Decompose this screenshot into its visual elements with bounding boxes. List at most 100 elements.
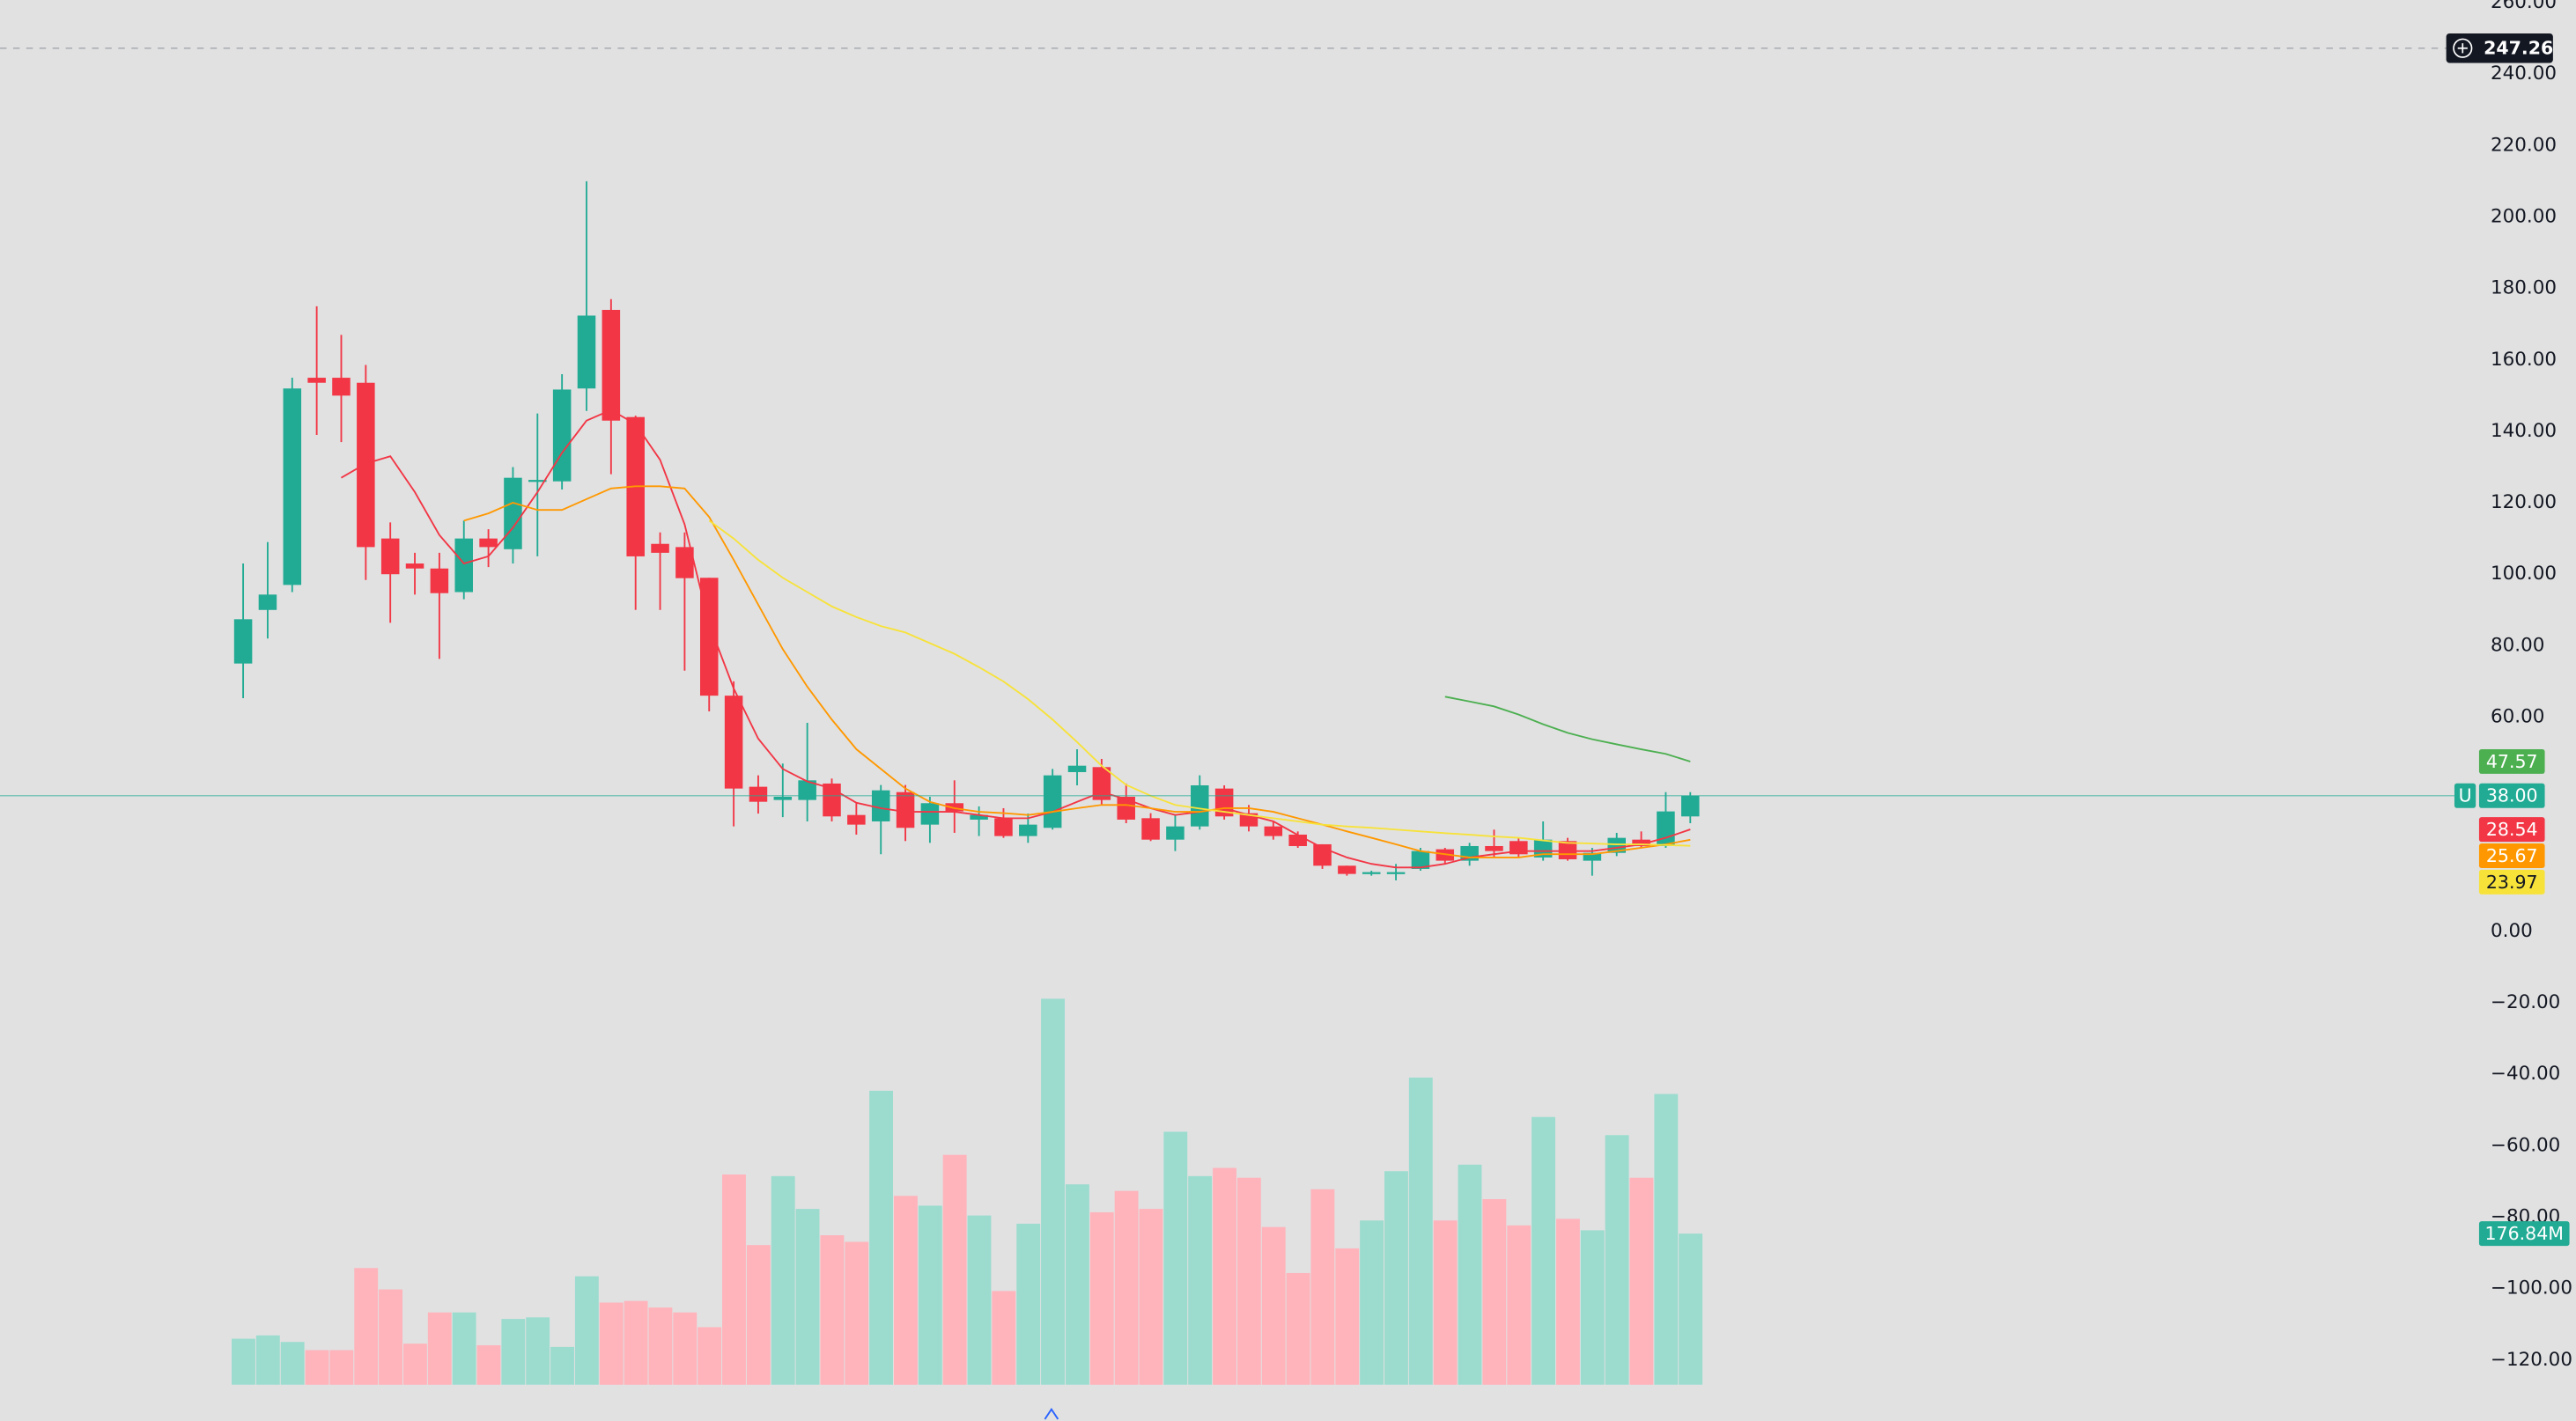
candle-body bbox=[1386, 872, 1406, 874]
marker bbox=[1044, 1408, 1059, 1420]
candle-body bbox=[871, 790, 890, 821]
price-tag-bg bbox=[2478, 817, 2545, 843]
volume-bar bbox=[1507, 1225, 1532, 1385]
volume-bar bbox=[1139, 1209, 1163, 1385]
volume-bar bbox=[280, 1342, 305, 1385]
candle-body bbox=[1533, 839, 1553, 858]
candle-body bbox=[1362, 872, 1381, 874]
price-tag-flag: U bbox=[2459, 785, 2472, 806]
volume-bar bbox=[1335, 1248, 1360, 1385]
candle-body bbox=[307, 378, 326, 383]
y-tick-label: −120.00 bbox=[2491, 1349, 2572, 1371]
volume-bar bbox=[1679, 1233, 1703, 1385]
volume-bar bbox=[1089, 1211, 1114, 1385]
candle-body bbox=[332, 378, 351, 396]
volume-bar bbox=[1016, 1223, 1041, 1385]
y-tick-label: 80.00 bbox=[2491, 634, 2544, 656]
volume-bar bbox=[427, 1312, 452, 1385]
candle-body bbox=[1141, 818, 1160, 840]
candle-body bbox=[1191, 785, 1209, 827]
candle-body bbox=[602, 309, 621, 421]
candle-body bbox=[1067, 765, 1087, 772]
volume-bar bbox=[992, 1291, 1016, 1385]
volume-bar bbox=[722, 1174, 746, 1385]
volume-bar bbox=[452, 1312, 476, 1385]
crosshair-tag-bg bbox=[2446, 33, 2553, 63]
candle-body bbox=[651, 543, 669, 553]
volume-pane bbox=[232, 998, 1703, 1385]
candle-body bbox=[798, 780, 816, 800]
y-tick-label: 220.00 bbox=[2491, 134, 2557, 156]
price-tag: 28.54 bbox=[2486, 819, 2538, 840]
candle-body bbox=[283, 388, 302, 585]
volume-bar bbox=[918, 1205, 942, 1385]
volume-bar bbox=[648, 1307, 673, 1385]
volume-bar bbox=[771, 1175, 795, 1385]
volume-bar bbox=[1261, 1226, 1286, 1385]
y-tick-label: 100.00 bbox=[2491, 563, 2557, 585]
volume-bar bbox=[820, 1235, 845, 1385]
price-tag: 38.00 bbox=[2486, 785, 2538, 806]
volume-bar bbox=[329, 1350, 354, 1385]
y-tick-label: 120.00 bbox=[2491, 491, 2557, 513]
price-tag-bg bbox=[2478, 843, 2545, 868]
volume-bar bbox=[1163, 1131, 1188, 1385]
candle-body bbox=[1657, 811, 1675, 846]
volume-bar bbox=[746, 1245, 771, 1385]
moving-average-line bbox=[340, 409, 1691, 869]
candle-body bbox=[233, 619, 253, 664]
volume-bar bbox=[1360, 1220, 1384, 1385]
candle-body bbox=[504, 477, 522, 549]
volume-bar bbox=[379, 1289, 402, 1385]
volume-bar bbox=[1555, 1219, 1580, 1385]
candle-body bbox=[1681, 795, 1700, 817]
candle-body bbox=[380, 538, 400, 575]
volume-bar bbox=[967, 1215, 992, 1385]
candle-body bbox=[1485, 845, 1503, 851]
volume-bar bbox=[795, 1209, 820, 1385]
volume-bar bbox=[673, 1312, 698, 1385]
volume-bar bbox=[1629, 1177, 1654, 1385]
volume-bar bbox=[1236, 1177, 1261, 1385]
y-tick-label: 60.00 bbox=[2491, 706, 2544, 728]
volume-bar bbox=[1384, 1171, 1408, 1385]
volume-bar bbox=[869, 1090, 894, 1385]
y-tick-label: 240.00 bbox=[2491, 63, 2557, 85]
volume-bar bbox=[1408, 1077, 1433, 1385]
volume-bar bbox=[526, 1317, 550, 1385]
candle-body bbox=[675, 547, 694, 578]
candle-body bbox=[1019, 824, 1037, 836]
candle-body bbox=[1264, 826, 1283, 836]
volume-bar bbox=[1065, 1184, 1089, 1385]
candle-body bbox=[357, 382, 375, 548]
y-tick-label: 140.00 bbox=[2491, 420, 2557, 442]
price-tag: 47.57 bbox=[2486, 751, 2538, 772]
candle-body bbox=[1583, 852, 1602, 861]
candle-body bbox=[1043, 775, 1062, 828]
candle-body bbox=[454, 538, 474, 593]
candle-body bbox=[1288, 834, 1307, 846]
volume-bar bbox=[599, 1302, 624, 1385]
volume-bar bbox=[255, 1335, 280, 1385]
volume-bar bbox=[574, 1276, 599, 1385]
y-tick-label: −100.00 bbox=[2491, 1277, 2572, 1300]
volume-bar bbox=[1458, 1164, 1482, 1385]
candle-body bbox=[258, 594, 277, 610]
volume-tag: 176.84M bbox=[2485, 1223, 2564, 1244]
candle-body bbox=[1166, 826, 1185, 840]
volume-bar bbox=[1041, 998, 1065, 1385]
price-tag: 25.67 bbox=[2486, 845, 2538, 866]
price-tag-bg bbox=[2478, 783, 2545, 808]
volume-bar bbox=[1605, 1135, 1629, 1385]
volume-bar bbox=[305, 1350, 329, 1385]
volume-bar bbox=[1482, 1198, 1507, 1385]
volume-tag-bg bbox=[2478, 1221, 2570, 1247]
volume-bar bbox=[501, 1319, 526, 1385]
volume-bar bbox=[845, 1241, 869, 1385]
volume-bar bbox=[1114, 1190, 1139, 1385]
volume-bar bbox=[1213, 1167, 1236, 1385]
candle-body bbox=[430, 568, 449, 593]
candle-body bbox=[1117, 796, 1135, 820]
